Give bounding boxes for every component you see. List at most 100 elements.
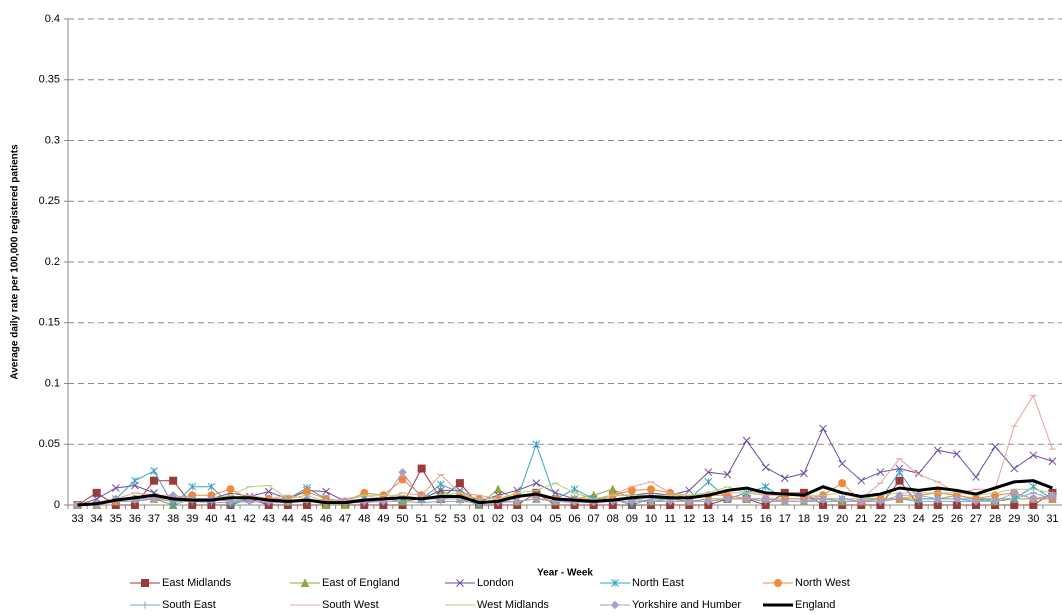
legend-item: London: [445, 577, 514, 589]
x-tick-label: 29: [1008, 513, 1020, 525]
marker: [914, 491, 923, 500]
x-tick-label: 01: [473, 513, 485, 525]
x-tick-label: 06: [568, 513, 580, 525]
legend-item: East of England: [290, 577, 400, 589]
x-tick-label: 51: [416, 513, 428, 525]
marker: [111, 484, 120, 492]
legend-label: East of England: [322, 577, 400, 589]
y-tick-label: 0.1: [45, 377, 60, 389]
marker: [723, 494, 732, 504]
y-tick-label: 0.25: [39, 195, 60, 207]
marker: [1048, 457, 1057, 466]
x-tick-label: 43: [263, 513, 275, 525]
marker: [141, 579, 149, 587]
x-tick-label: 35: [110, 513, 122, 525]
marker: [704, 497, 713, 506]
x-tick-label: 36: [129, 513, 141, 525]
x-tick-label: 17: [779, 513, 791, 525]
marker: [838, 479, 847, 488]
x-tick-label: 46: [320, 513, 332, 525]
marker: [761, 482, 770, 491]
x-tick-label: 13: [702, 513, 714, 525]
x-tick-label: 52: [435, 513, 447, 525]
marker: [952, 494, 962, 504]
marker: [1048, 491, 1057, 500]
marker: [818, 494, 828, 504]
series-line: [77, 482, 1053, 506]
legend-label: West Midlands: [477, 599, 549, 611]
marker: [895, 491, 904, 500]
x-tick-label: 19: [817, 513, 829, 525]
x-tick-label: 34: [91, 513, 103, 525]
x-tick-label: 26: [951, 513, 963, 525]
marker: [532, 440, 541, 449]
x-tick-label: 10: [645, 513, 657, 525]
marker: [838, 459, 847, 468]
x-tick-label: 07: [588, 513, 600, 525]
x-tick-label: 20: [836, 513, 848, 525]
y-tick-label: 0.3: [45, 134, 60, 146]
x-tick-label: 09: [626, 513, 638, 525]
y-axis-title: Average daily rate per 100,000 registere…: [10, 144, 21, 380]
marker: [704, 478, 713, 486]
legend-label: Yorkshire and Humber: [632, 599, 741, 611]
marker: [455, 479, 464, 488]
x-tick-label: 16: [760, 513, 772, 525]
marker: [774, 579, 782, 587]
series: [77, 479, 1053, 507]
x-tick-label: 48: [358, 513, 370, 525]
marker: [532, 479, 541, 487]
legend-label: North East: [632, 577, 684, 589]
marker: [610, 600, 620, 610]
marker: [933, 494, 942, 504]
marker: [398, 475, 407, 484]
marker: [933, 446, 942, 455]
x-tick-label: 03: [511, 513, 523, 525]
x-tick-label: 21: [855, 513, 867, 525]
legend-item: North West: [763, 577, 850, 589]
x-tick-label: 38: [167, 513, 179, 525]
marker: [92, 488, 101, 497]
marker: [742, 494, 751, 504]
x-tick-label: 23: [893, 513, 905, 525]
x-tick-label: 12: [683, 513, 695, 525]
marker: [990, 497, 1000, 506]
marker: [188, 482, 197, 491]
x-tick-label: 27: [970, 513, 982, 525]
legend-item: South West: [290, 599, 379, 611]
legend-item: South East: [130, 599, 216, 611]
legend-label: England: [795, 599, 835, 611]
marker: [972, 473, 980, 481]
x-tick-label: 24: [913, 513, 925, 525]
marker: [141, 601, 149, 609]
x-tick-label: 15: [740, 513, 752, 525]
x-tick-label: 18: [798, 513, 810, 525]
x-tick-label: 44: [282, 513, 294, 525]
x-tick-label: 42: [243, 513, 255, 525]
series-line: [77, 479, 1053, 507]
marker: [857, 497, 866, 506]
marker: [131, 476, 139, 485]
x-tick-label: 11: [664, 513, 675, 525]
legend-item: West Midlands: [445, 599, 549, 611]
marker: [436, 480, 445, 489]
marker: [1010, 464, 1019, 473]
x-tick-label: 02: [492, 513, 504, 525]
series-line: [77, 471, 1053, 506]
marker: [857, 476, 866, 485]
x-tick-label: 25: [932, 513, 944, 525]
marker: [971, 497, 981, 506]
marker: [991, 442, 999, 451]
marker: [513, 497, 522, 506]
marker: [895, 464, 904, 473]
marker: [685, 486, 694, 495]
legend-item: England: [763, 599, 835, 611]
marker: [302, 487, 311, 496]
y-tick-label: 0.35: [39, 74, 60, 86]
marker: [876, 468, 885, 477]
y-tick-label: 0.15: [39, 317, 60, 329]
x-tick-label: 41: [224, 513, 236, 525]
marker: [895, 468, 904, 477]
marker: [360, 488, 369, 497]
